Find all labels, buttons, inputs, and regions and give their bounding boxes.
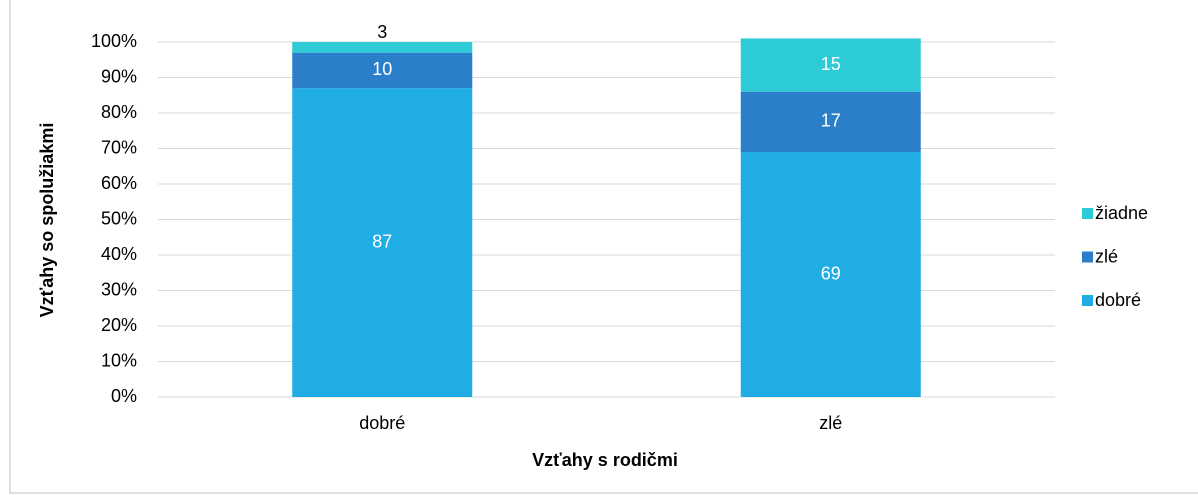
legend-label: zlé [1095,246,1118,266]
bar-segment [292,42,473,53]
y-tick-label: 0% [111,386,137,406]
y-tick-label: 10% [101,350,137,370]
data-label: 87 [372,231,392,251]
x-axis-title: Vzťahy s rodičmi [532,450,678,470]
data-label: 17 [821,111,841,131]
bar-segment [292,88,473,398]
x-tick-label: zlé [819,413,842,433]
y-tick-label: 90% [101,66,137,86]
y-tick-label: 50% [101,208,137,228]
chart-border [9,0,1198,494]
data-label: 3 [377,22,387,42]
bar-segment [740,38,921,92]
bar-segment [740,91,921,153]
legend-swatch [1082,251,1093,263]
legend-swatch [1082,295,1093,306]
y-tick-label: 30% [101,279,137,299]
y-tick-label: 20% [101,315,137,335]
y-tick-label: 100% [91,31,137,51]
x-tick-label: dobré [359,413,405,433]
bar-segment [292,52,473,89]
y-tick-label: 80% [101,102,137,122]
data-label: 10 [372,59,392,79]
y-axis-title: Vzťahy so spolužiakmi [37,123,57,318]
y-tick-label: 60% [101,173,137,193]
legend-label: žiadne [1095,203,1148,223]
data-label: 69 [821,263,841,283]
legend-swatch [1082,208,1093,219]
bar-segment [740,152,921,397]
data-label: 15 [821,54,841,74]
y-tick-label: 40% [101,244,137,264]
legend-label: dobré [1095,290,1141,310]
y-tick-label: 70% [101,137,137,157]
